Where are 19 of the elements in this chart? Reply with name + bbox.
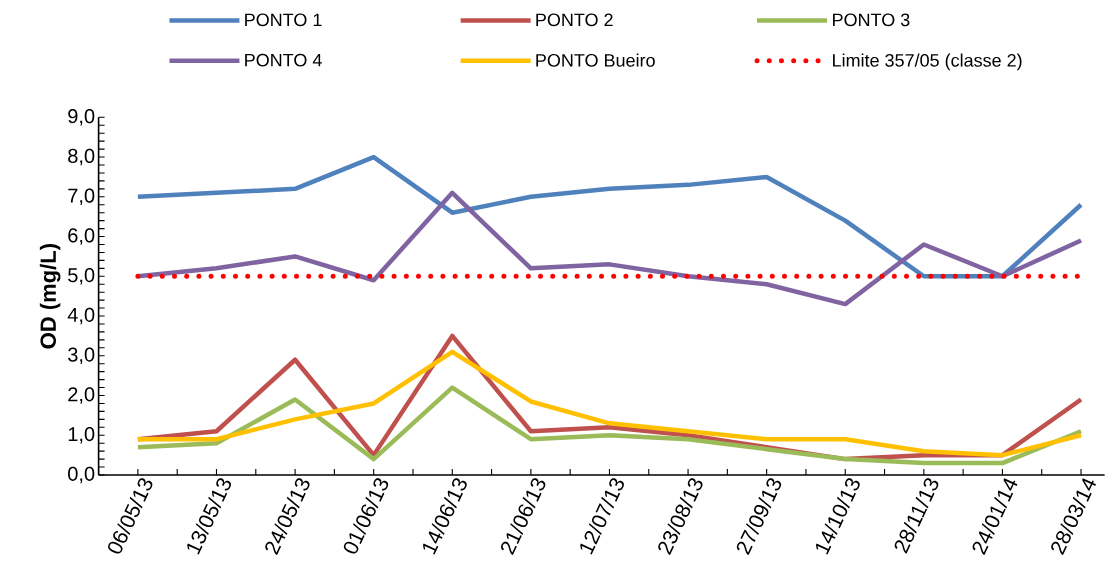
legend-label: PONTO Bueiro <box>536 53 655 67</box>
legend-label: PONTO 1 <box>245 13 322 27</box>
y-tick-label: 1,0 <box>68 426 95 444</box>
line-series <box>135 154 1084 279</box>
y-tick-label: 6,0 <box>68 228 95 245</box>
legend-label: PONTO 3 <box>833 13 910 27</box>
legend-label: Limite 357/05 (classe 2) <box>833 53 1022 71</box>
y-tick-label: 9,0 <box>68 109 95 126</box>
y-tick-label: 2,0 <box>68 387 95 404</box>
y-tick-label: 8,0 <box>68 148 95 166</box>
y-axis-title: OD (mg/L) <box>39 244 61 349</box>
y-tick-label: 0,0 <box>68 466 95 484</box>
y-tick-label: 5,0 <box>68 268 95 285</box>
y-tick-label: 4,0 <box>67 307 95 325</box>
legend-label: PONTO 2 <box>536 13 613 27</box>
legend-label: PONTO 4 <box>245 53 322 67</box>
line-series <box>135 385 1084 466</box>
y-tick-label: 7,0 <box>68 188 95 206</box>
y-tick-label: 3,0 <box>68 347 95 365</box>
